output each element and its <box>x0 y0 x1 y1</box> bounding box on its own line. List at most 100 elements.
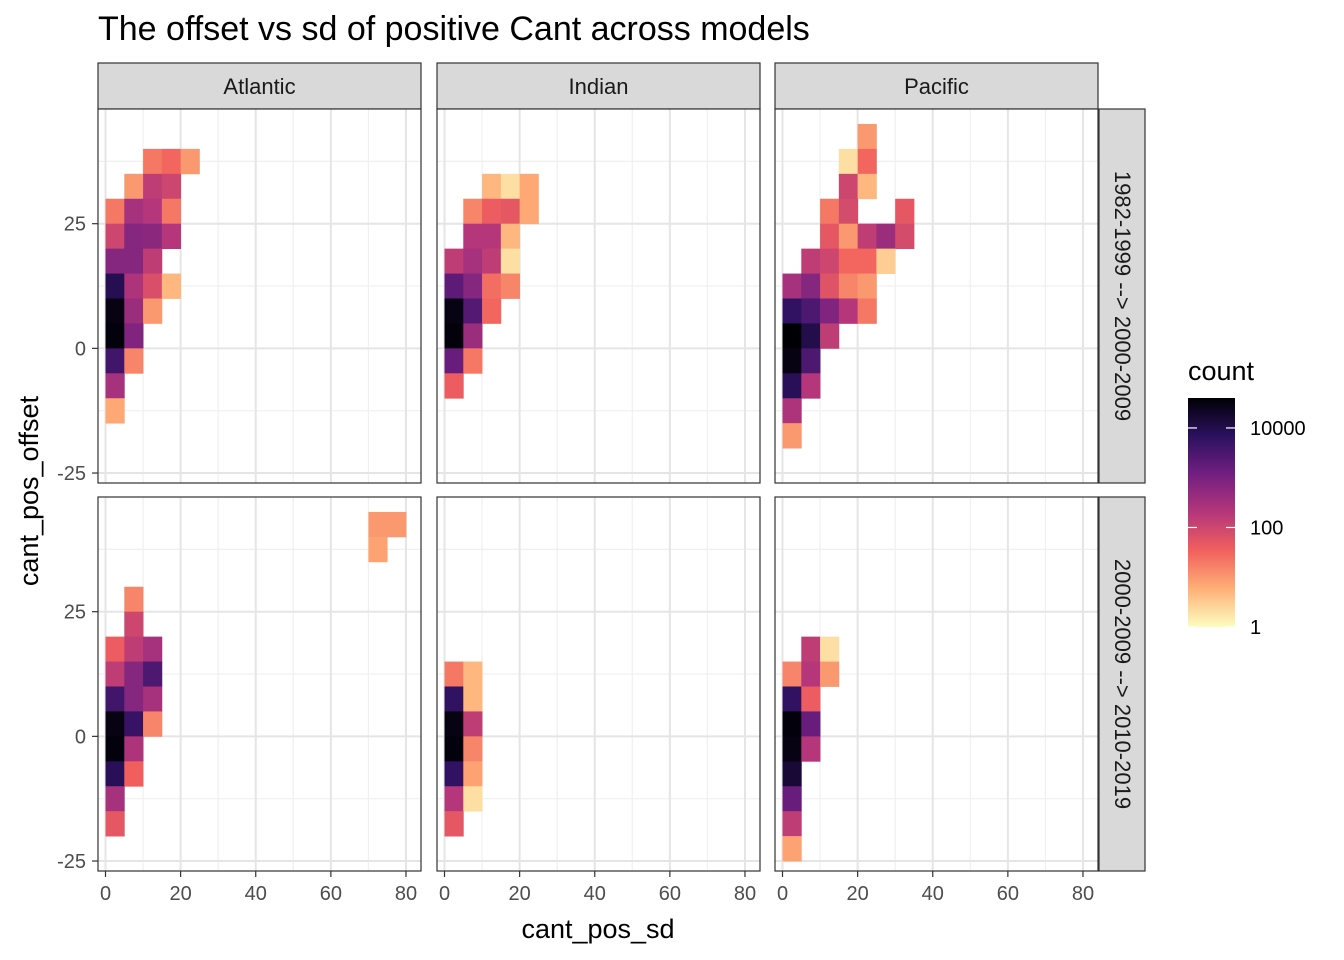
heatmap-cell <box>857 173 877 200</box>
heatmap-cell <box>161 198 182 225</box>
heatmap-cell <box>444 811 464 837</box>
heatmap-cell <box>387 511 407 538</box>
heatmap-cell <box>143 248 163 274</box>
heatmap-cell <box>801 636 821 662</box>
heatmap-cell <box>820 323 840 349</box>
heatmap-cell <box>143 198 163 225</box>
heatmap-cell <box>782 298 802 324</box>
heatmap-cell <box>143 223 163 250</box>
strip-col-atlantic <box>97 62 422 110</box>
heatmap-cell <box>105 323 125 349</box>
heatmap-cell <box>444 786 464 812</box>
heatmap-cell <box>463 786 483 812</box>
x-tick-label: 20 <box>847 883 869 905</box>
heatmap-cell <box>124 711 144 737</box>
x-tick-label: 60 <box>659 883 681 905</box>
x-tick-label: 60 <box>320 883 342 905</box>
heatmap-cell <box>801 661 821 687</box>
heatmap-cell <box>820 198 840 225</box>
heatmap-cell <box>105 736 125 762</box>
heatmap-cell <box>444 736 464 762</box>
heatmap-cell <box>143 711 163 737</box>
heatmap-cell <box>801 248 821 274</box>
y-tick-label: 0 <box>75 338 86 360</box>
strip-row-label: 1982-1999 --> 2000-2009 <box>1110 171 1135 421</box>
heatmap-cell <box>782 661 802 687</box>
heatmap-cell <box>500 198 521 225</box>
heatmap-cell <box>444 686 464 712</box>
legend-label: 10000 <box>1250 418 1306 440</box>
x-tick-label: 80 <box>1072 883 1094 905</box>
strip-row-2 <box>1098 496 1146 872</box>
heatmap-cell <box>876 248 896 274</box>
heatmap-cell <box>161 273 182 299</box>
heatmap-cell <box>482 273 502 299</box>
y-axis: -25 0 25 -25 0 25 <box>57 214 98 873</box>
heatmap-cell <box>463 223 483 250</box>
heatmap-cell <box>820 223 840 250</box>
heatmap-cell <box>801 686 821 712</box>
heatmap-cell <box>857 223 877 250</box>
strip-col-label: Atlantic <box>223 74 295 99</box>
strip-col-indian <box>436 62 761 110</box>
heatmap-cell <box>444 298 464 324</box>
heatmap-cell <box>124 273 144 299</box>
heatmap-cell <box>782 736 802 762</box>
heatmap-cell <box>482 248 502 274</box>
heatmap-cell <box>519 198 539 225</box>
heatmap-cell <box>444 273 464 299</box>
heatmap-cell <box>782 323 802 349</box>
legend-label: 1 <box>1250 617 1261 639</box>
heatmap-cell <box>801 736 821 762</box>
heatmap-cell <box>782 686 802 712</box>
heatmap-cell <box>782 398 802 424</box>
heatmap-cell <box>124 636 144 662</box>
heatmap-cell <box>801 323 821 349</box>
heatmap-cell <box>482 198 502 225</box>
heatmap-cell <box>444 661 464 687</box>
legend-colorbar <box>1188 398 1235 627</box>
strip-col-label: Pacific <box>904 74 969 99</box>
heatmap-cell <box>857 248 877 274</box>
heatmap-cell <box>105 661 125 687</box>
heatmap-cell <box>105 398 125 424</box>
heatmap-cell <box>857 123 877 150</box>
panel-indian-2 <box>436 496 761 872</box>
heatmap-cell <box>463 761 483 787</box>
panel-pacific-2 <box>774 496 1099 872</box>
heatmap-cell <box>463 273 483 299</box>
heatmap-cell <box>105 786 125 812</box>
heatmap-cell <box>143 148 163 175</box>
x-tick-label: 60 <box>997 883 1019 905</box>
y-tick-label: 0 <box>75 726 86 748</box>
y-tick-label: -25 <box>57 851 86 873</box>
heatmap-cell <box>801 273 821 299</box>
heatmap-cell <box>124 323 144 349</box>
heatmap-cell <box>857 298 877 324</box>
color-legend: count 1 100 10000 <box>1188 356 1306 639</box>
heatmap-cell <box>105 373 125 399</box>
heatmap-cell <box>124 298 144 324</box>
heatmap-cell <box>124 736 144 762</box>
heatmap-cell <box>105 761 125 787</box>
x-axis-title: cant_pos_sd <box>521 914 674 944</box>
heatmap-cell <box>782 711 802 737</box>
heatmap-cell <box>124 173 144 200</box>
x-tick-label: 0 <box>439 883 450 905</box>
x-tick-label: 20 <box>170 883 192 905</box>
heatmap-cell <box>463 736 483 762</box>
heatmap-cell <box>105 248 125 274</box>
heatmap-cell <box>161 223 182 250</box>
panel-pacific-1 <box>774 108 1099 484</box>
heatmap-cell <box>444 348 464 374</box>
panel-atlantic-2 <box>97 496 422 872</box>
panel-border <box>97 108 422 484</box>
heatmap-cell <box>105 711 125 737</box>
heatmap-cell <box>482 298 502 324</box>
x-tick-label: 0 <box>100 883 111 905</box>
y-tick-label: 25 <box>64 602 86 624</box>
strip-col-pacific <box>774 62 1099 110</box>
heatmap-cell <box>143 173 163 200</box>
legend-label: 100 <box>1250 517 1283 539</box>
heatmap-cell <box>143 661 163 687</box>
